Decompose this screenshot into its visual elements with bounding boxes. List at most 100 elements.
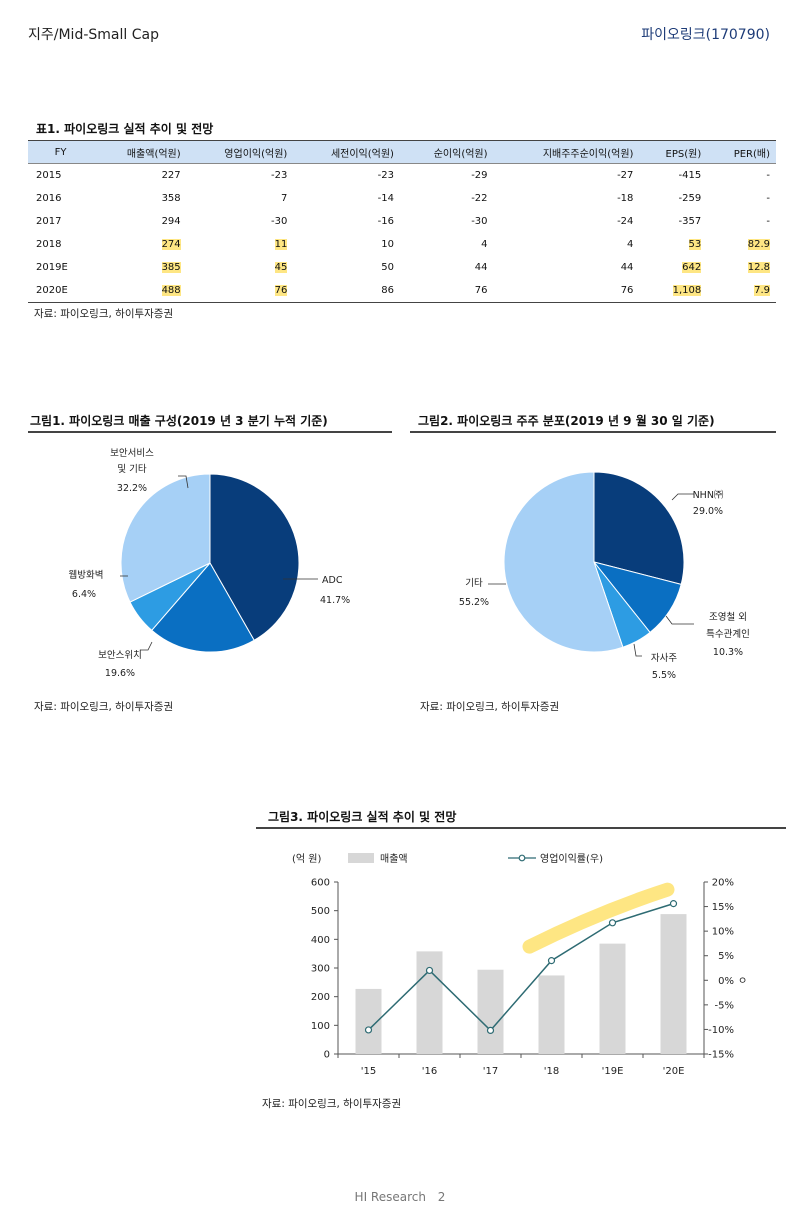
left-axis-tick-label: 200 — [311, 992, 330, 1003]
cell-value: -24 — [617, 216, 633, 227]
cell-value: - — [766, 170, 770, 181]
cell-value: 1,108 — [673, 285, 702, 296]
cell-value: 82.9 — [748, 239, 770, 250]
cell-value: 642 — [682, 262, 701, 273]
fig2-pie-chart: NHN㈜ 29.0% 조영철 외 특수관계인 10.3% 자사주 5.5% 기타… — [410, 436, 790, 696]
table-cell: -357 — [639, 210, 707, 233]
fig1-title: 그림1. 파이오링크 매출 구성(2019 년 3 분기 누적 기준) — [30, 412, 328, 429]
left-axis-tick-label: 100 — [311, 1021, 330, 1032]
table-cell: 44 — [400, 256, 494, 279]
table-cell: -27 — [494, 164, 640, 188]
cell-value: 488 — [162, 285, 181, 296]
cell-value: -357 — [679, 216, 702, 227]
fig2-leader-line — [672, 494, 694, 500]
cell-value: - — [766, 193, 770, 204]
fig1-pie-chart: 보안서비스 및 기타 32.2% ADC 41.7% 웹방화벽 6.4% 보안스… — [28, 436, 398, 696]
fig2-source: 자료: 파이오링크, 하이투자증권 — [420, 699, 559, 714]
table-cell: 82.9 — [707, 233, 776, 256]
right-axis-tick-label: -15% — [708, 1050, 734, 1061]
cell-value: 2016 — [36, 193, 61, 204]
table-cell: - — [707, 187, 776, 210]
right-axis-tick-label: 10% — [712, 927, 734, 938]
cell-value: -415 — [679, 170, 702, 181]
fig3-unit-label: (억 원) — [292, 853, 321, 865]
table-cell: 76 — [187, 279, 294, 303]
table-cell: 227 — [93, 164, 187, 188]
left-axis-tick-label: 0 — [324, 1050, 330, 1061]
performance-table: FY 매출액(억원) 영업이익(억원) 세전이익(억원) 순이익(억원) 지배주… — [28, 140, 776, 303]
cell-value: 2017 — [36, 216, 61, 227]
revenue-bar — [539, 975, 565, 1054]
legend-bar-swatch — [348, 853, 374, 863]
page-number: 2 — [438, 1190, 446, 1204]
table-cell: -16 — [293, 210, 400, 233]
cell-value: 227 — [162, 170, 181, 181]
fig2-title: 그림2. 파이오링크 주주 분포(2019 년 9 월 30 일 기준) — [418, 412, 715, 429]
table-cell: 488 — [93, 279, 187, 303]
margin-line — [369, 904, 674, 1031]
fig2-label-cho: 조영철 외 — [709, 611, 747, 623]
column-header: EPS(원) — [639, 141, 707, 164]
cell-value: -29 — [471, 170, 487, 181]
table-cell: 76 — [400, 279, 494, 303]
fig1-pct-switch: 19.6% — [105, 668, 135, 679]
table-row: 2020E 488 76 86 76 76 1,108 7.9 — [28, 279, 776, 303]
table-cell: 12.8 — [707, 256, 776, 279]
fig1-pct-service: 32.2% — [117, 483, 147, 494]
table-cell: -23 — [187, 164, 294, 188]
table-cell: -14 — [293, 187, 400, 210]
cell-value: -30 — [471, 216, 487, 227]
fig1-label-switch: 보안스위치 — [98, 649, 142, 661]
table-cell: 642 — [639, 256, 707, 279]
cell-value: 4 — [481, 239, 487, 250]
table-source: 자료: 파이오링크, 하이투자증권 — [34, 306, 173, 321]
cell-value: 4 — [627, 239, 633, 250]
row-year-cell: 2015 — [28, 164, 93, 188]
legend-line-marker — [519, 855, 525, 861]
left-axis-tick-label: 300 — [311, 964, 330, 975]
table-body: 2015 227 -23 -23 -29 -27 -415-2016 358 7 -14 -22 -1… — [28, 164, 776, 303]
margin-point — [366, 1027, 372, 1033]
cell-value: 44 — [475, 262, 488, 273]
fig1-pct-firewall: 6.4% — [72, 589, 96, 600]
x-category-label: '18 — [544, 1066, 559, 1077]
x-category-label: '17 — [483, 1066, 498, 1077]
right-axis-tick-label: 0% — [718, 976, 734, 987]
cell-value: 2019E — [36, 262, 68, 273]
left-axis-tick-label: 400 — [311, 935, 330, 946]
cell-value: 2018 — [36, 239, 61, 250]
cell-value: 385 — [162, 262, 181, 273]
table-cell: 76 — [494, 279, 640, 303]
table-cell: 385 — [93, 256, 187, 279]
fig2-pct-treasury: 5.5% — [652, 670, 676, 681]
cell-value: 45 — [275, 262, 288, 273]
fig1-pct-adc: 41.7% — [320, 595, 350, 606]
cell-value: 76 — [275, 285, 288, 296]
cell-value: 11 — [275, 239, 288, 250]
fig2-pct-cho: 10.3% — [713, 647, 743, 658]
cell-value: -22 — [471, 193, 487, 204]
cell-value: -27 — [617, 170, 633, 181]
table-cell: 294 — [93, 210, 187, 233]
fig1-label-service-2: 및 기타 — [117, 463, 146, 475]
cell-value: -23 — [378, 170, 394, 181]
cell-value: 358 — [162, 193, 181, 204]
header-section-label: 지주/Mid-Small Cap — [28, 24, 159, 44]
table-cell: -415 — [639, 164, 707, 188]
fig2-leader-line — [634, 644, 642, 656]
table-cell: 4 — [494, 233, 640, 256]
table-cell: 10 — [293, 233, 400, 256]
cell-value: 2015 — [36, 170, 61, 181]
column-header: FY — [28, 141, 93, 164]
margin-point — [549, 958, 555, 964]
footer-brand: HI Research — [355, 1190, 426, 1204]
column-header: 세전이익(억원) — [293, 141, 400, 164]
cell-value: -30 — [271, 216, 287, 227]
table-cell: - — [707, 210, 776, 233]
fig1-title-rule — [28, 431, 392, 433]
table-row: 2016 358 7 -14 -22 -18 -259 - — [28, 187, 776, 210]
cell-value: -259 — [679, 193, 702, 204]
cell-value: 274 — [162, 239, 181, 250]
table-cell: 50 — [293, 256, 400, 279]
table-cell: 53 — [639, 233, 707, 256]
